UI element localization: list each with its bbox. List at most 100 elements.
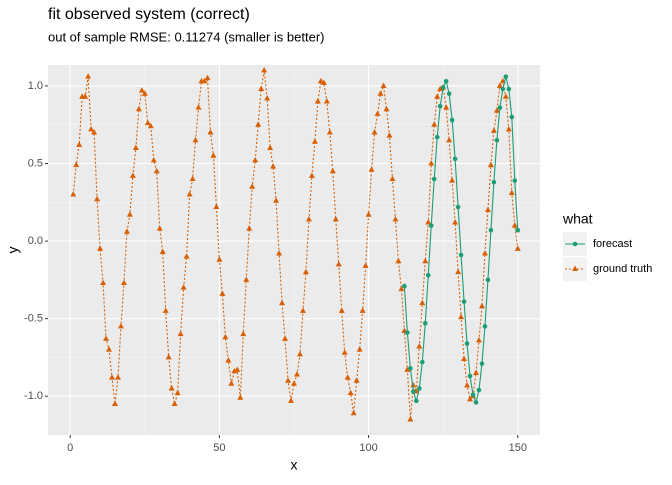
point [243,276,250,282]
point [285,377,292,383]
point [222,333,229,340]
point [326,129,333,135]
point [488,227,494,233]
point [473,400,479,405]
x-axis-label: x [291,457,298,473]
point [100,279,107,285]
point [320,79,327,85]
point [473,369,480,375]
point [425,219,432,225]
point [481,250,488,256]
point [347,389,354,396]
point [341,349,348,355]
point [291,380,297,386]
x-tick-label: 100 [359,442,377,454]
point [207,129,214,135]
point [201,77,208,84]
point [443,78,449,84]
point [422,257,429,264]
point [255,121,262,127]
point [353,377,360,383]
point [476,387,482,393]
point [234,366,241,372]
point [395,257,402,264]
point [267,144,274,150]
point [402,283,407,289]
point [383,105,390,112]
point [356,346,363,352]
point [482,324,488,329]
point [252,157,259,163]
x-tick-label: 0 [67,442,73,454]
legend-title: what [562,211,593,227]
point [491,179,497,185]
point [455,204,461,210]
point [407,416,414,422]
point [443,104,450,110]
point [410,381,417,388]
chart-subtitle: out of sample RMSE: 0.11274 (smaller is … [48,29,325,44]
point [82,93,89,99]
point [305,215,312,222]
point [434,93,441,99]
point [216,256,223,262]
point [493,107,500,113]
point [455,268,462,275]
point [114,374,121,380]
point [478,302,485,309]
point [97,245,104,251]
point [371,129,378,135]
point [192,136,199,143]
point [108,374,115,380]
y-tick-label: -0.5 [24,313,43,325]
point [189,175,196,182]
point [168,385,175,391]
point [419,359,425,365]
point [120,279,127,285]
point [475,336,482,343]
point [111,400,118,406]
point [94,195,101,202]
point [414,398,419,404]
point [434,134,440,140]
point [210,152,217,158]
point [276,250,283,256]
point [103,335,110,341]
point [484,206,491,213]
point [293,371,300,377]
point [398,285,405,292]
legend-label: ground truth [593,263,652,275]
point [273,197,280,203]
point [249,183,256,189]
legend-marker [572,241,578,247]
point [464,381,471,388]
point [279,299,286,306]
point [177,330,184,337]
point [365,211,372,217]
point [296,350,303,357]
point [512,178,518,183]
point [411,389,416,394]
point [186,191,193,197]
x-tick-label: 50 [213,442,225,454]
point [299,307,306,313]
point [500,86,506,92]
point [123,228,130,234]
point [392,215,399,222]
point [467,373,473,379]
point [506,86,512,92]
point [302,268,309,275]
point [461,355,468,361]
point [494,137,500,143]
point [386,132,393,138]
point [225,357,232,363]
point [449,177,456,183]
point [228,380,235,386]
point [258,85,265,92]
point [502,93,509,99]
point [317,77,324,84]
point [219,290,226,296]
point [446,136,453,143]
point [261,67,268,73]
